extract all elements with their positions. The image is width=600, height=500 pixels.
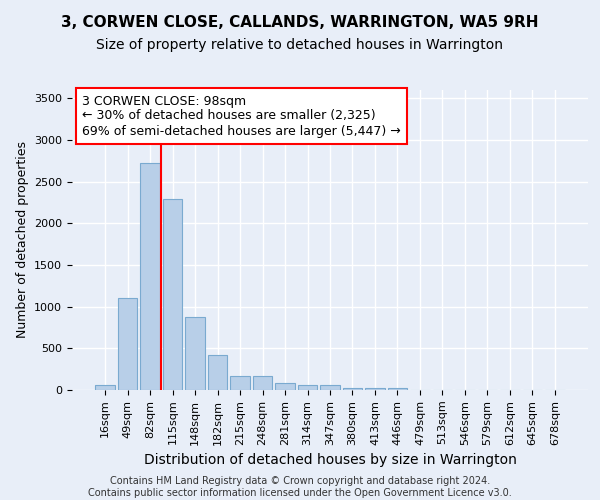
Bar bbox=[163, 199, 182, 390]
Bar bbox=[343, 388, 362, 390]
Bar bbox=[253, 376, 272, 390]
Bar bbox=[230, 376, 250, 390]
Y-axis label: Number of detached properties: Number of detached properties bbox=[16, 142, 29, 338]
Text: Contains HM Land Registry data © Crown copyright and database right 2024.
Contai: Contains HM Land Registry data © Crown c… bbox=[88, 476, 512, 498]
Bar bbox=[388, 388, 407, 390]
Bar bbox=[95, 386, 115, 390]
Text: 3, CORWEN CLOSE, CALLANDS, WARRINGTON, WA5 9RH: 3, CORWEN CLOSE, CALLANDS, WARRINGTON, W… bbox=[61, 15, 539, 30]
Bar bbox=[275, 382, 295, 390]
Text: 3 CORWEN CLOSE: 98sqm
← 30% of detached houses are smaller (2,325)
69% of semi-d: 3 CORWEN CLOSE: 98sqm ← 30% of detached … bbox=[82, 94, 401, 138]
Bar bbox=[140, 162, 160, 390]
Bar bbox=[208, 355, 227, 390]
X-axis label: Distribution of detached houses by size in Warrington: Distribution of detached houses by size … bbox=[143, 453, 517, 467]
Bar bbox=[118, 298, 137, 390]
Text: Size of property relative to detached houses in Warrington: Size of property relative to detached ho… bbox=[97, 38, 503, 52]
Bar bbox=[320, 386, 340, 390]
Bar bbox=[365, 388, 385, 390]
Bar bbox=[298, 385, 317, 390]
Bar bbox=[185, 316, 205, 390]
